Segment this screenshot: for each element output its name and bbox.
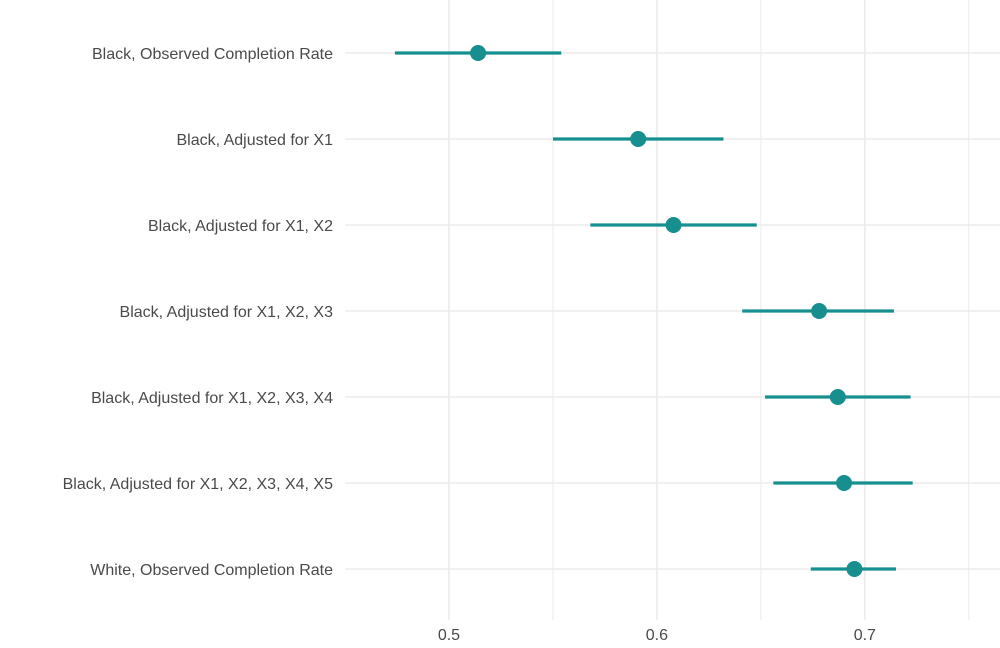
category-label: White, Observed Completion Rate	[90, 562, 333, 579]
point-estimate	[630, 131, 647, 147]
category-label: Black, Adjusted for X1, X2, X3, X4	[91, 390, 333, 407]
x-tick-label: 0.5	[438, 627, 460, 644]
point-estimate	[836, 475, 853, 491]
points	[470, 45, 863, 577]
x-axis-labels: 0.5 0.6 0.7	[438, 627, 876, 644]
x-tick-label: 0.6	[646, 627, 668, 644]
point-estimate	[811, 303, 828, 319]
grid	[345, 0, 1000, 620]
category-label: Black, Adjusted for X1	[176, 132, 333, 149]
category-label: Black, Adjusted for X1, X2	[148, 218, 333, 235]
point-estimate	[665, 217, 682, 233]
category-label: Black, Observed Completion Rate	[92, 46, 333, 63]
category-label: Black, Adjusted for X1, X2, X3, X4, X5	[63, 476, 333, 493]
x-tick-label: 0.7	[854, 627, 876, 644]
point-estimate	[829, 389, 846, 405]
category-label: Black, Adjusted for X1, X2, X3	[120, 304, 334, 321]
point-estimate	[470, 45, 487, 61]
y-axis-labels: Black, Observed Completion Rate Black, Ad…	[63, 46, 333, 579]
point-estimate	[846, 561, 863, 577]
